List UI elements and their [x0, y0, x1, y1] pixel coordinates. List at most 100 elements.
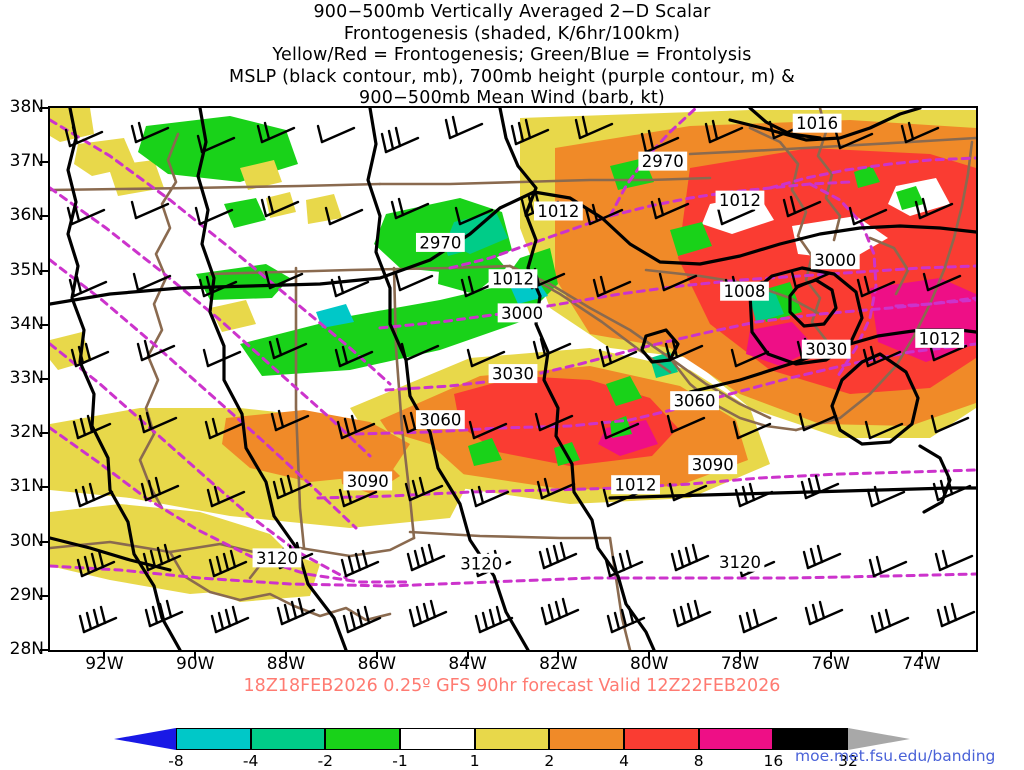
lon-tick — [103, 652, 106, 659]
colorbar-tick-32: 32 — [838, 752, 858, 770]
colorbar-tick-8: 8 — [693, 752, 704, 770]
lon-tick — [648, 652, 651, 659]
lon-tick — [375, 652, 378, 659]
lon-tick-label-76W: 76W — [811, 654, 850, 674]
mslp-contour-label-text: 1016 — [796, 114, 838, 133]
lon-tick-label-74W: 74W — [902, 654, 941, 674]
lon-tick-label-78W: 78W — [720, 654, 760, 674]
chart-title: 900−500mb Vertically Averaged 2−D Scalar… — [0, 0, 1024, 110]
lon-tick — [557, 652, 560, 659]
mslp-contour-label-box — [611, 475, 660, 495]
lon-tick — [920, 652, 923, 659]
lat-tick — [40, 269, 48, 272]
mslp-contour-label-box — [715, 190, 765, 210]
colorbar-segment-8 — [773, 728, 848, 750]
lon-tick — [194, 652, 197, 659]
colorbar-segment-0 — [176, 728, 251, 750]
lon-tick-label-86W: 86W — [357, 654, 397, 674]
lat-tick — [40, 540, 48, 543]
title-line-5: 900−500mb Mean Wind (barb, kt) — [359, 88, 665, 108]
lat-tick — [40, 107, 48, 109]
mslp-contour-label-text: 1012 — [919, 329, 961, 348]
lon-tick-label-90W: 90W — [176, 654, 215, 674]
lat-tick-label-32N: 32N — [9, 422, 44, 443]
colorbar-segment-6 — [624, 728, 699, 750]
colorbar-tick--8: -8 — [168, 752, 184, 770]
lat-tick — [40, 594, 48, 597]
mslp-contour-label-box — [488, 269, 538, 289]
lon-tick — [738, 652, 741, 659]
colorbar-segment-4 — [474, 728, 550, 750]
lat-tick — [40, 215, 48, 218]
forecast-caption: 18Z18FEB2026 0.25º GFS 90hr forecast Val… — [243, 676, 781, 696]
colorbar-tick--2: -2 — [317, 752, 334, 770]
height-contour-label-box — [688, 455, 738, 475]
colorbar-segment-7 — [698, 728, 774, 750]
lat-tick-label-36N: 36N — [9, 205, 44, 226]
title-line-3: Yellow/Red = Frontogenesis; Green/Blue =… — [272, 45, 752, 65]
colorbar-segment-3 — [400, 728, 475, 750]
lat-tick — [40, 323, 48, 326]
colorbar: -8 -4 -2 -1 1 2 4 8 16 32 — [114, 728, 910, 770]
height-contour-label-box — [415, 232, 465, 252]
height-contour-label-text: 3120 — [719, 553, 761, 572]
height-contour-label-text: 3030 — [805, 340, 847, 359]
lon-tick — [285, 652, 288, 659]
height-contour-label-box — [252, 548, 302, 568]
lon-tick — [466, 652, 469, 659]
colorbar-segment-1 — [250, 728, 326, 750]
mslp-contour-label-box — [915, 328, 965, 348]
watermark: moe.met.fsu.edu/banding — [795, 747, 996, 765]
colorbar-segment-5 — [549, 728, 624, 750]
lon-tick — [829, 652, 832, 659]
colorbar-tick-4: 4 — [619, 752, 629, 770]
height-contour-label-text: 3060 — [674, 392, 716, 411]
colorbar-under-arrow — [114, 728, 176, 750]
lon-tick-label-82W: 82W — [539, 654, 578, 674]
lat-tick-label-38N: 38N — [9, 97, 44, 117]
height-contours — [50, 108, 976, 588]
weather-map: 2970 2970 3000 3000 3030 3030 3060 3060 3090 3090… — [48, 106, 978, 652]
height-contour-label-text: 3090 — [692, 456, 734, 475]
lon-tick-label-84W: 84W — [448, 654, 487, 674]
lat-tick-label-37N: 37N — [9, 151, 44, 172]
colorbar-tick-1: 1 — [469, 752, 480, 770]
mslp-contour-label-box — [533, 201, 583, 221]
height-contour-label-text: 2970 — [419, 233, 461, 252]
height-contour-label-box — [415, 410, 465, 430]
colorbar-tick-2: 2 — [544, 752, 555, 770]
height-contour-label-box — [488, 364, 538, 384]
height-contour-label-text: 2970 — [642, 152, 684, 171]
mslp-contour-label-text: 1012 — [719, 191, 761, 210]
colorbar-tick--4: -4 — [242, 752, 259, 770]
height-contour-label-box — [715, 552, 765, 572]
frontogenesis-shading — [50, 108, 976, 602]
height-contour-label-box — [497, 303, 547, 323]
height-contour-label-box — [801, 339, 851, 359]
height-contour-label-text: 3120 — [256, 549, 298, 568]
height-contour-label-box — [810, 250, 860, 270]
colorbar-over-arrow — [848, 728, 910, 750]
contour-labels: 2970 2970 3000 3000 3030 3030 3060 3060 3090 3090… — [252, 113, 965, 573]
lat-tick — [40, 649, 48, 651]
colorbar-segment-2 — [325, 728, 400, 750]
colorbar-tick--1: -1 — [392, 752, 408, 770]
height-contour-label-box — [638, 151, 688, 171]
map-canvas: 2970 2970 3000 3000 3030 3030 3060 3060 3090 3090… — [50, 108, 976, 650]
height-contour-label-text: 3000 — [814, 251, 856, 270]
height-contour-label-text: 3030 — [492, 365, 534, 384]
lat-tick-label-29N: 29N — [9, 584, 44, 605]
lon-tick-label-80W: 80W — [629, 654, 669, 674]
height-contour-label-box — [456, 553, 506, 573]
lat-tick — [40, 161, 48, 164]
mslp-contour-label-text: 1012 — [537, 202, 579, 221]
lat-tick — [40, 378, 48, 380]
lat-tick-label-28N: 28N — [9, 639, 44, 659]
mslp-contour-label-text: 1012 — [492, 270, 534, 289]
mslp-contour-label-box — [720, 281, 769, 301]
mslp-contour-label-text: 1012 — [615, 476, 657, 495]
colorbar-tick-16: 16 — [763, 752, 784, 770]
lat-tick-label-31N: 31N — [9, 476, 44, 497]
title-line-2: Frontogenesis (shaded, K/6hr/100km) — [343, 23, 681, 44]
mslp-contour-label-text: 1008 — [724, 282, 766, 301]
